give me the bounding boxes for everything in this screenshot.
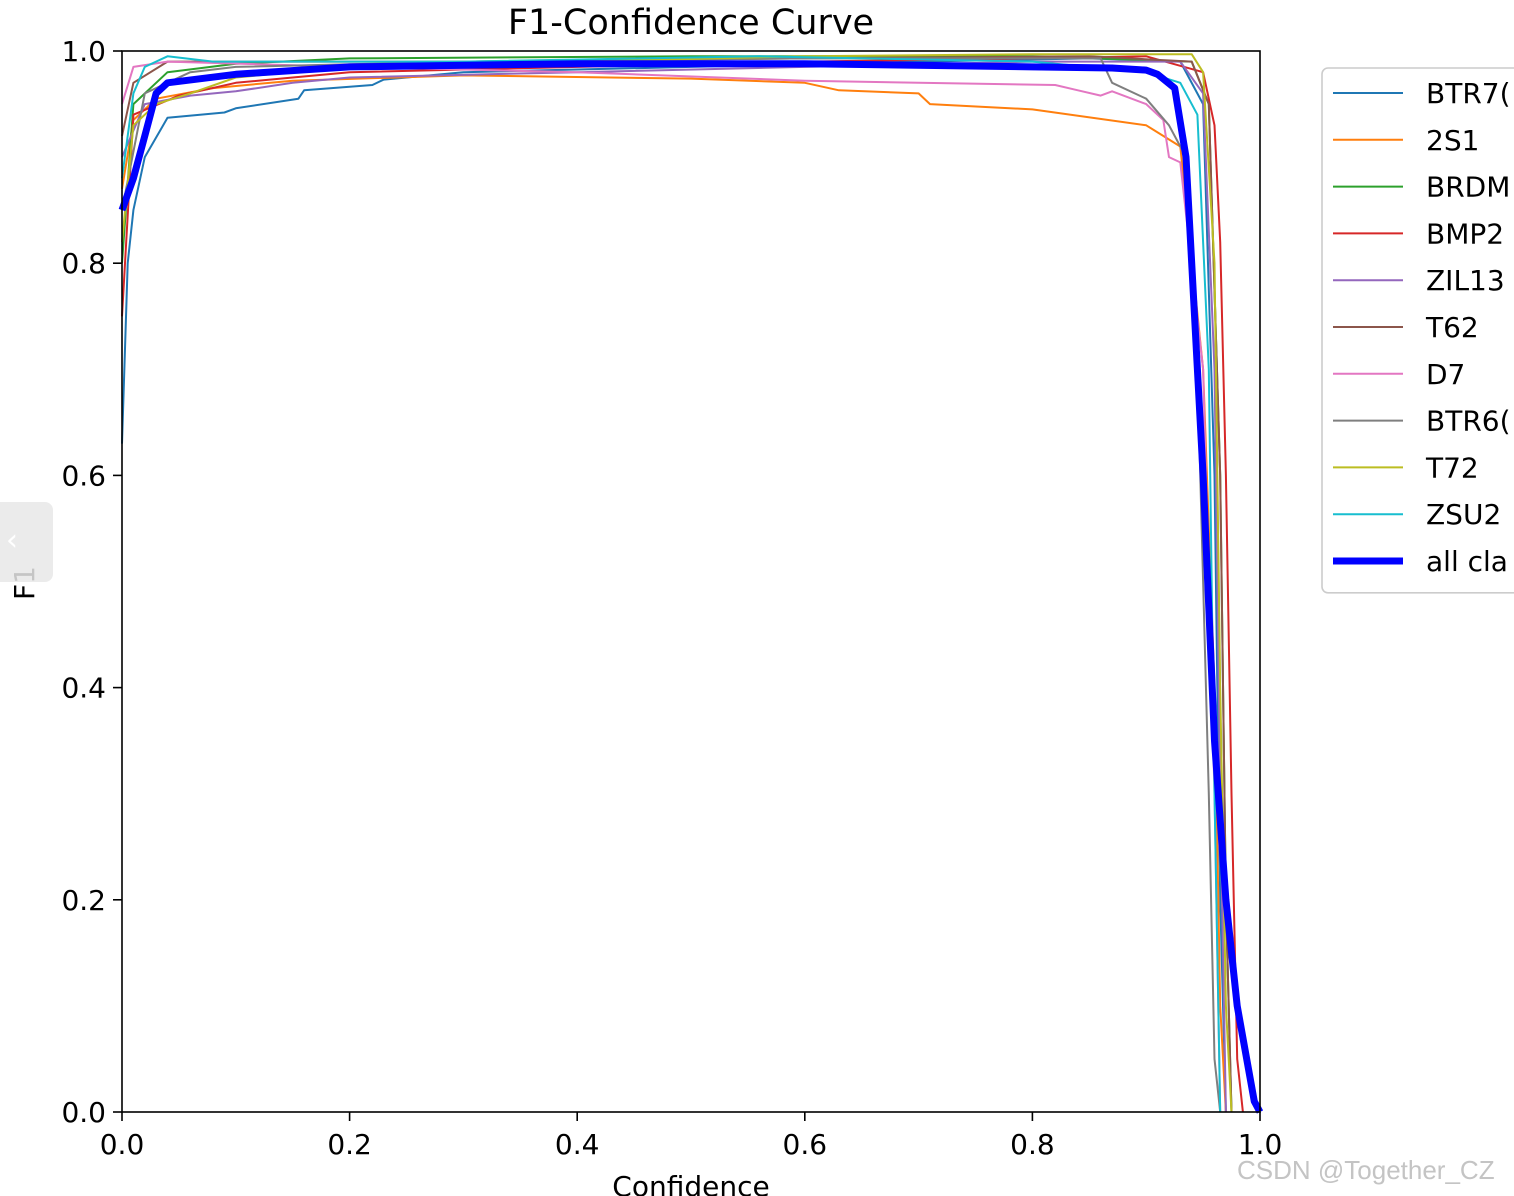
y-tick-label: 0.4: [61, 672, 106, 705]
chart-title: F1-Confidence Curve: [508, 3, 874, 43]
legend-label: BMP2: [1426, 217, 1504, 250]
plot-lines: [118, 53, 1264, 1114]
legend-label: T72: [1425, 451, 1479, 484]
series-line-2: [121, 55, 1233, 1113]
series-line-7: [121, 57, 1222, 1113]
x-tick-label: 0.0: [100, 1128, 145, 1161]
legend-label: ZIL13: [1426, 264, 1505, 297]
series-line-3: [121, 55, 1244, 1113]
legend-label: ZSU2: [1426, 498, 1501, 531]
series-line-4: [121, 60, 1227, 1113]
y-tick-label: 0.6: [61, 459, 106, 492]
series-line-1: [121, 74, 1227, 1113]
x-axis-label: Confidence: [612, 1170, 769, 1196]
series-line-8: [121, 53, 1233, 1113]
series-line-10: [118, 60, 1264, 1114]
legend-label: BTR6(: [1426, 405, 1511, 438]
x-tick-label: 0.6: [783, 1128, 828, 1161]
x-tick-label: 0.8: [1010, 1128, 1055, 1161]
legend-label: all cla: [1426, 545, 1508, 578]
side-collapse-tab[interactable]: [0, 502, 53, 582]
plot-frame: [121, 50, 1261, 1113]
chevron-left-icon[interactable]: ‹: [6, 523, 18, 558]
legend-label: D7: [1426, 358, 1465, 391]
series-line-6: [121, 60, 1222, 1113]
x-tick-label: 1.0: [1238, 1128, 1283, 1161]
legend-box: [1321, 67, 1514, 594]
legend-label: 2S1: [1426, 124, 1479, 157]
legend: BTR7( 2S1 BRDM BMP2 ZIL13 T62 D7 BTR6( T72 ZSU2 al…: [1321, 67, 1514, 594]
x-tick-label: 0.4: [555, 1128, 600, 1161]
legend-label: BRDM: [1426, 171, 1510, 204]
legend-label: BTR7(: [1426, 77, 1511, 110]
legend-label: T62: [1425, 311, 1479, 344]
y-tick-label: 0.0: [61, 1096, 106, 1129]
y-tick-label: 1.0: [61, 35, 106, 68]
axis-ticks: 0.0 0.2 0.4 0.6 0.8 1.0 0.0 0.2 0.4 0.6 0.8 1.0: [61, 35, 1282, 1161]
series-line-0: [121, 57, 1227, 1113]
x-tick-label: 0.2: [327, 1128, 372, 1161]
series-line-9: [121, 55, 1222, 1113]
y-tick-label: 0.8: [61, 247, 106, 280]
series-line-5: [121, 55, 1233, 1113]
y-tick-label: 0.2: [61, 884, 106, 917]
watermark: CSDN @Together_CZ: [1237, 1155, 1495, 1185]
